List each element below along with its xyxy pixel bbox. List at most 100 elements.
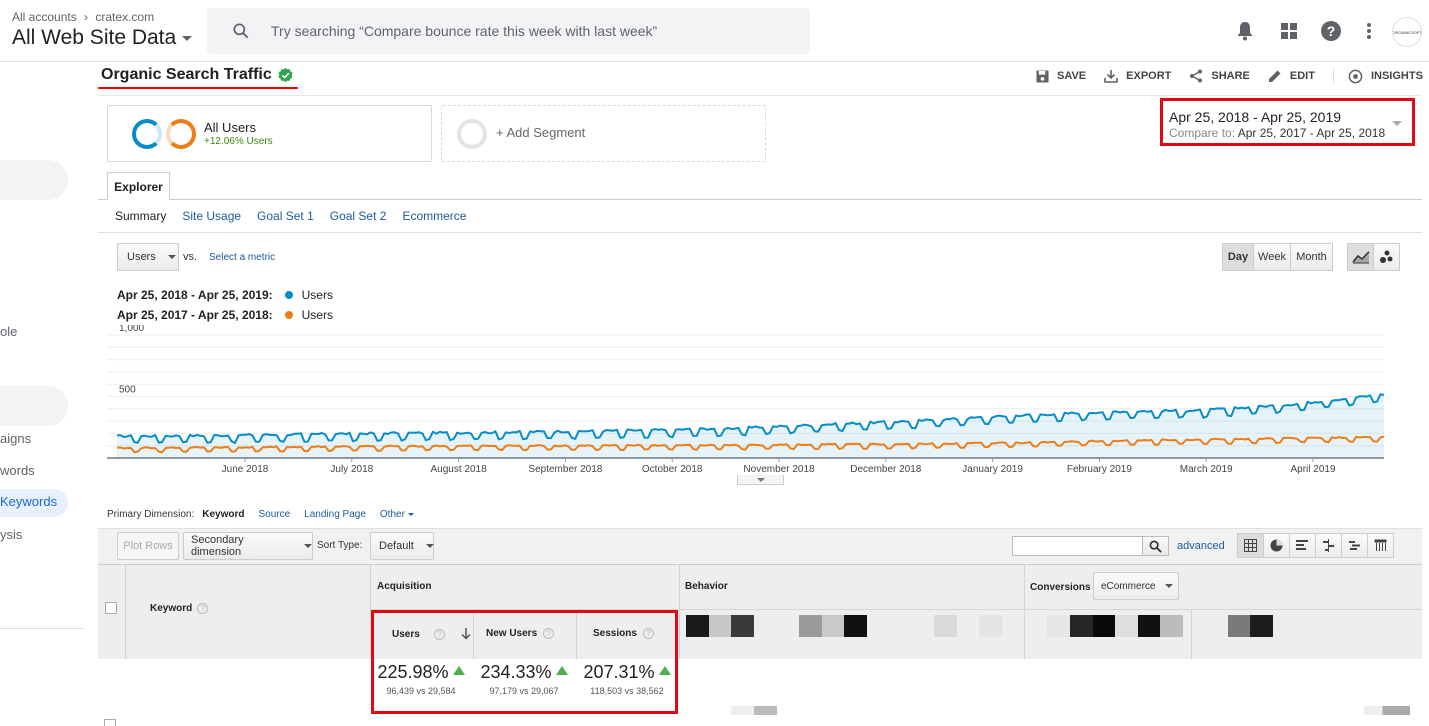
keyword-column-header[interactable]: Keyword ? — [150, 603, 209, 614]
table-view-data-button[interactable] — [1237, 533, 1264, 558]
help-icon[interactable]: ? — [433, 628, 445, 640]
help-icon[interactable]: ? — [543, 628, 555, 639]
advanced-filter-link[interactable]: advanced — [1177, 540, 1225, 552]
row-checkbox[interactable] — [104, 719, 116, 726]
view-selector[interactable]: All Web Site Data — [12, 26, 193, 50]
col-divider — [1191, 610, 1192, 659]
avatar[interactable]: ORGANICSOFT — [1392, 17, 1422, 47]
dim-other-label: Other — [379, 509, 405, 520]
metrics-highlight-annotation — [371, 610, 678, 714]
users-line-chart[interactable]: 1,000 500 June 2018 July 2018 August 2018 Sep… — [107, 325, 1402, 485]
insights-label: INSIGHTS — [1370, 70, 1423, 82]
nav-item-keywords[interactable]: words — [0, 463, 35, 478]
new-users-comparison: 97,179 vs 29,067 — [489, 686, 559, 696]
users-change-value: 225.98% — [371, 662, 471, 683]
legend-previous: Apr 25, 2017 - Apr 25, 2018: Users — [117, 308, 333, 322]
sessions-change-pct: 207.31% — [583, 662, 655, 682]
sort-arrow-down-icon[interactable] — [461, 628, 471, 640]
help-icon[interactable]: ? — [197, 603, 209, 614]
users-change-pct: 225.98% — [377, 662, 449, 682]
table-view-term-cloud-button[interactable] — [1341, 533, 1368, 558]
table-view-pie-button[interactable] — [1263, 533, 1290, 558]
acquisition-group-header: Acquisition — [377, 581, 432, 592]
tab-explorer[interactable]: Explorer — [107, 172, 170, 200]
subtab-ecommerce[interactable]: Ecommerce — [402, 209, 467, 223]
segment-ring-orange-icon — [166, 119, 196, 149]
dim-source[interactable]: Source — [258, 509, 291, 520]
table-view-toggle — [1237, 533, 1394, 558]
bar-list-icon — [1296, 540, 1308, 550]
actions-divider — [1332, 68, 1334, 84]
select-metric-link[interactable]: Select a metric — [209, 252, 276, 263]
redacted-block — [844, 615, 867, 637]
help-icon[interactable]: ? — [1320, 20, 1342, 42]
export-button[interactable]: EXPORT — [1104, 69, 1171, 83]
subtab-summary[interactable]: Summary — [115, 209, 167, 223]
bubble-chart-icon — [1379, 250, 1392, 263]
period-month-button[interactable]: Month — [1290, 243, 1333, 271]
metric-select[interactable]: Users — [117, 243, 179, 271]
nav-item-highlight-2[interactable] — [0, 386, 68, 426]
new-users-column-header[interactable]: New Users ? — [486, 628, 555, 639]
edit-button[interactable]: EDIT — [1268, 69, 1315, 83]
plot-rows-button[interactable]: Plot Rows — [117, 532, 179, 560]
share-button[interactable]: SHARE — [1189, 69, 1250, 83]
chart-series-previous — [116, 435, 1385, 454]
users-column-header[interactable]: Users ? — [392, 628, 471, 640]
date-range-picker[interactable]: Apr 25, 2018 - Apr 25, 2019 Compare to: … — [1160, 98, 1415, 146]
nav-item-campaigns[interactable]: aigns — [0, 431, 32, 446]
apps-grid-icon[interactable] — [1278, 20, 1300, 42]
breadcrumb-all-accounts[interactable]: All accounts — [12, 10, 77, 24]
insights-button[interactable]: INSIGHTS — [1348, 69, 1423, 84]
breadcrumb-site[interactable]: cratex.com — [95, 10, 155, 24]
secondary-dimension-select[interactable]: Secondary dimension — [183, 532, 313, 560]
chart-resize-handle[interactable] — [737, 475, 784, 485]
account-breadcrumb[interactable]: All accounts › cratex.com — [12, 10, 154, 24]
sessions-column-header[interactable]: Sessions ? — [593, 628, 654, 639]
avatar-text: ORGANICSOFT — [1392, 29, 1422, 35]
table-search-input[interactable] — [1012, 536, 1143, 556]
table-view-pivot-button[interactable] — [1367, 533, 1394, 558]
subtab-goal-set-2[interactable]: Goal Set 2 — [329, 209, 387, 223]
period-day-button[interactable]: Day — [1222, 243, 1254, 271]
grid-icon — [1244, 539, 1257, 552]
chart-y-tick-label: 1,000 — [119, 325, 144, 334]
motion-chart-button[interactable] — [1373, 243, 1400, 271]
conversions-select[interactable]: eCommerce — [1093, 572, 1179, 600]
table-view-performance-button[interactable] — [1289, 533, 1316, 558]
redacted-block — [1228, 615, 1250, 637]
chart-type-toggle — [1347, 243, 1400, 271]
chevron-down-icon — [425, 544, 434, 548]
table-search-button[interactable] — [1142, 536, 1169, 556]
select-all-checkbox[interactable] — [105, 602, 117, 614]
chart-x-tick-label: October 2018 — [642, 464, 703, 475]
line-chart-button[interactable] — [1347, 243, 1374, 271]
more-vert-icon[interactable] — [1358, 20, 1380, 42]
redacted-block — [979, 615, 1002, 637]
search-input[interactable]: Try searching “Compare bounce rate this … — [207, 8, 810, 54]
help-icon[interactable]: ? — [642, 628, 654, 639]
insights-icon — [1348, 69, 1363, 83]
sort-type-select[interactable]: Default — [370, 532, 434, 560]
sort-type-label: Sort Type: — [317, 540, 363, 551]
subtab-goal-set-1[interactable]: Goal Set 1 — [257, 209, 314, 223]
col-divider — [370, 564, 371, 726]
save-button[interactable]: SAVE — [1036, 69, 1086, 83]
chevron-down-icon — [757, 478, 765, 482]
dim-keyword[interactable]: Keyword — [202, 509, 245, 520]
dim-other[interactable]: Other — [380, 509, 414, 520]
nav-item-role[interactable]: ole — [0, 324, 18, 339]
nav-item-highlight[interactable] — [0, 160, 68, 200]
table-view-comparison-button[interactable] — [1315, 533, 1342, 558]
redacted-block — [731, 615, 754, 637]
nav-item-analysis[interactable]: ysis — [0, 527, 23, 542]
bell-icon[interactable] — [1234, 20, 1256, 42]
table-totals-row — [98, 659, 1422, 726]
segment-all-users[interactable]: All Users +12.06% Users — [107, 105, 432, 162]
dim-landing-page[interactable]: Landing Page — [304, 509, 366, 520]
nav-item-active[interactable]: Keywords — [0, 489, 68, 517]
period-week-button[interactable]: Week — [1253, 243, 1291, 271]
export-icon — [1104, 70, 1118, 83]
add-segment-button[interactable]: + Add Segment — [441, 105, 766, 162]
subtab-site-usage[interactable]: Site Usage — [182, 209, 242, 223]
